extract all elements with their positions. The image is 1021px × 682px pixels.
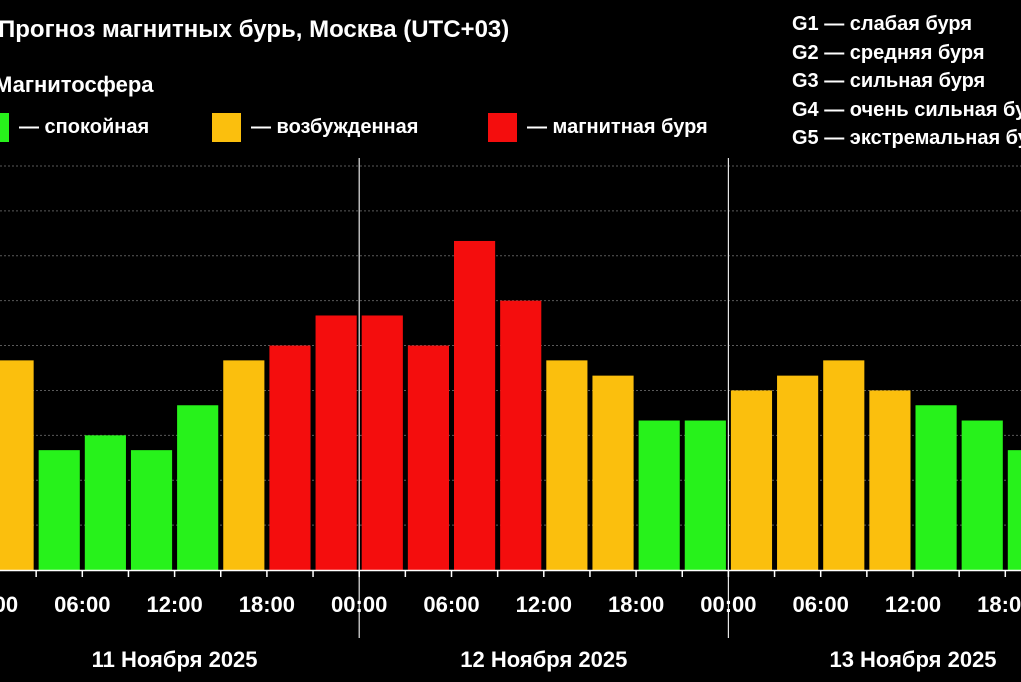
bar bbox=[730, 390, 773, 570]
legend-item-storm: — магнитная буря bbox=[488, 112, 708, 142]
day-label: 13 Ноября 2025 bbox=[829, 647, 996, 672]
x-tick-label: 00:00 bbox=[0, 592, 18, 617]
bar bbox=[546, 360, 588, 570]
bar bbox=[1007, 450, 1021, 570]
x-tick-label: 12:00 bbox=[146, 592, 202, 617]
bar bbox=[269, 345, 311, 570]
x-tick-label: 18:00 bbox=[977, 592, 1021, 617]
bar bbox=[130, 450, 173, 570]
g-scale-row: G3 — сильная буря bbox=[792, 70, 986, 92]
bar bbox=[915, 405, 957, 570]
bar bbox=[84, 435, 126, 570]
legend-item-calm: — спокойная bbox=[0, 112, 149, 142]
bar bbox=[961, 420, 1003, 570]
legend-label-calm: — спокойная bbox=[19, 115, 150, 138]
x-tick-label: 00:00 bbox=[700, 592, 756, 617]
x-tick-label: 18:00 bbox=[608, 592, 664, 617]
x-tick-label: 12:00 bbox=[885, 592, 941, 617]
bar bbox=[638, 420, 680, 570]
x-tick-label: 06:00 bbox=[54, 592, 110, 617]
g-scale-row: G1 — слабая буря bbox=[792, 13, 973, 35]
day-label: 12 Ноября 2025 bbox=[460, 647, 627, 672]
x-tick-label: 06:00 bbox=[793, 592, 849, 617]
legend-swatch-storm bbox=[488, 112, 517, 142]
legend-label-excited: — возбужденная bbox=[251, 115, 419, 138]
bar bbox=[500, 300, 542, 570]
x-tick-label: 12:00 bbox=[516, 592, 572, 617]
g-scale-legend: G1 — слабая буря G2 — средняя буря G3 — … bbox=[792, 10, 1021, 153]
g-scale-row: G5 — экстремальная буря bbox=[792, 127, 1021, 149]
legend: — спокойная — возбужденная — магнитная б… bbox=[0, 112, 760, 142]
bar bbox=[361, 315, 403, 570]
bar bbox=[315, 315, 357, 570]
g-scale-row: G2 — средняя буря bbox=[792, 41, 985, 64]
bar bbox=[823, 360, 865, 570]
bar bbox=[0, 360, 34, 570]
x-tick-label: 18:00 bbox=[239, 592, 295, 617]
legend-label-storm: — магнитная буря bbox=[527, 115, 708, 138]
legend-item-excited: — возбужденная bbox=[212, 112, 418, 142]
bar bbox=[592, 375, 634, 570]
bar bbox=[177, 405, 219, 570]
bar bbox=[869, 390, 911, 570]
bar bbox=[454, 240, 496, 570]
bar bbox=[777, 375, 819, 570]
legend-title: Магнитосфера bbox=[0, 72, 154, 97]
bar bbox=[223, 360, 265, 570]
g-scale-row: G4 — очень сильная буря bbox=[792, 98, 1021, 121]
chart-title: Прогноз магнитных бурь, Москва (UTC+03) bbox=[0, 16, 510, 43]
bar bbox=[38, 450, 80, 570]
day-label: 11 Ноября 2025 bbox=[92, 647, 258, 672]
bar bbox=[684, 420, 726, 570]
x-tick-label: 06:00 bbox=[423, 592, 479, 617]
legend-swatch-excited bbox=[212, 112, 241, 142]
legend-swatch-calm bbox=[0, 112, 9, 142]
bar bbox=[407, 345, 449, 570]
x-tick-label: 00:00 bbox=[331, 592, 387, 617]
